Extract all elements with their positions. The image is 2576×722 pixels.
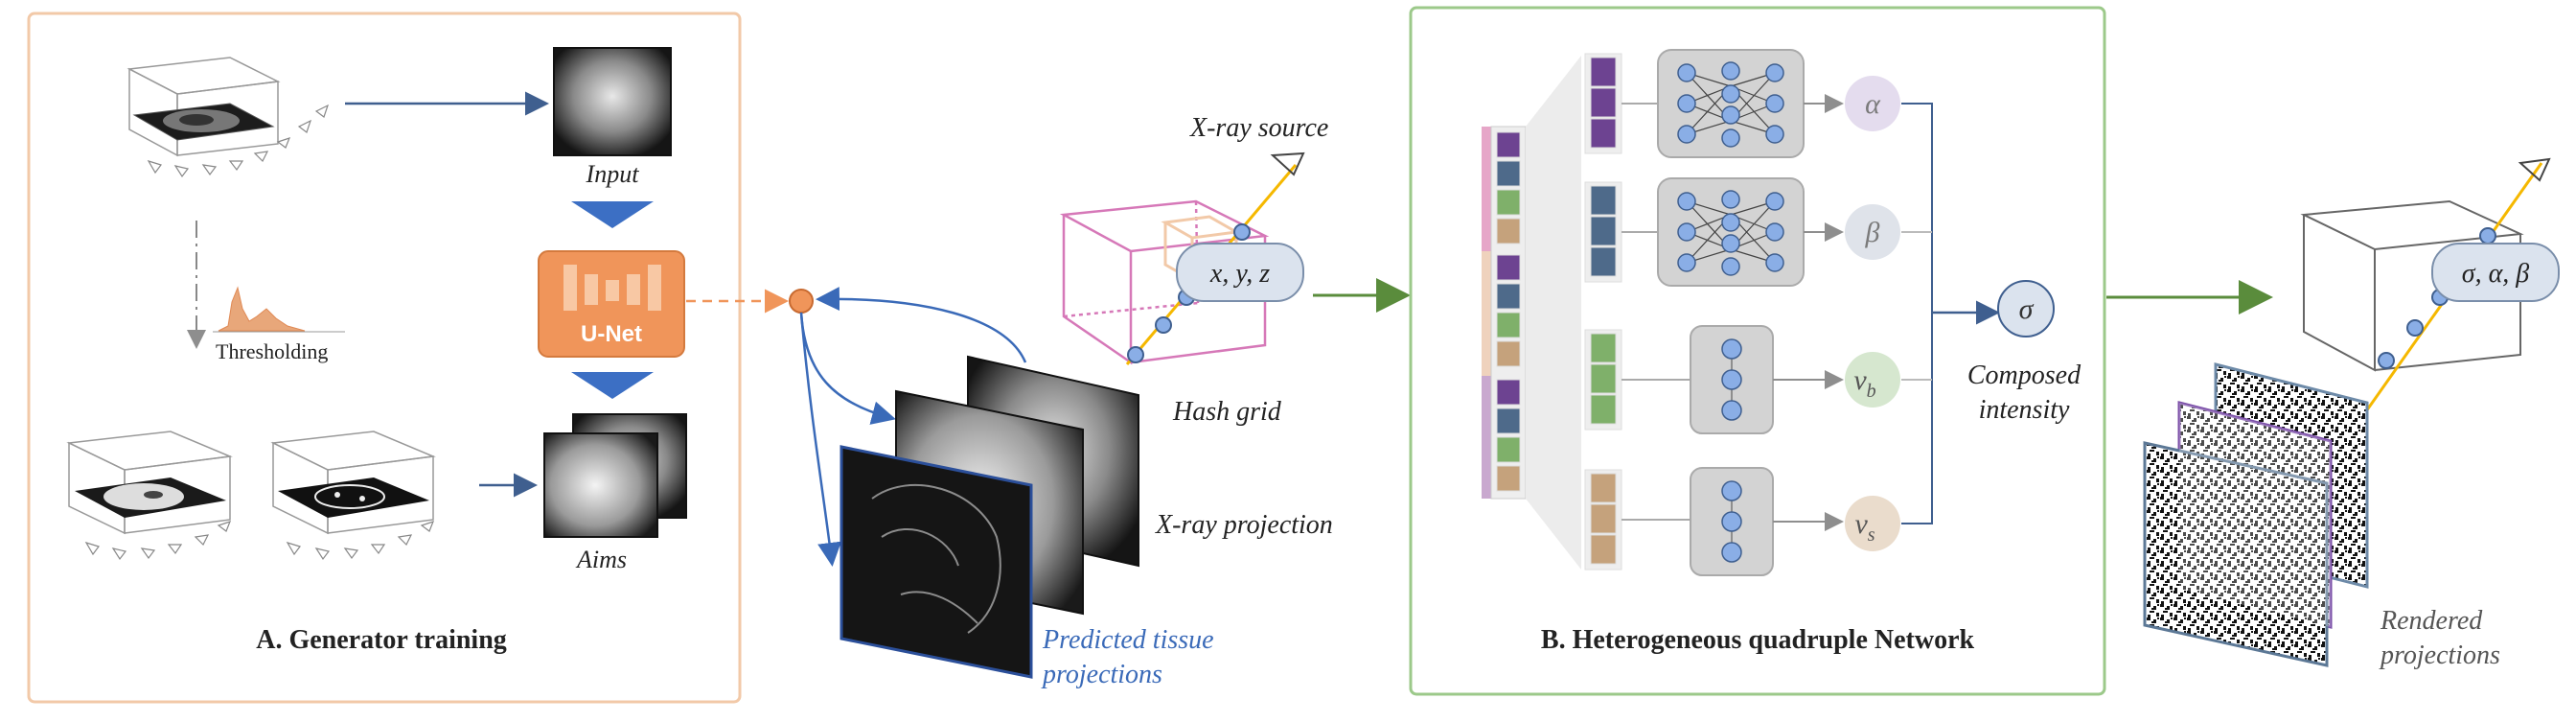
output-alpha-label: α bbox=[1865, 88, 1881, 120]
camera-arc-top bbox=[147, 104, 330, 178]
render-point-1 bbox=[2378, 352, 2395, 369]
sample-point-1 bbox=[1127, 346, 1144, 363]
input-stack-beta bbox=[1584, 181, 1622, 283]
sample-point-2 bbox=[1155, 316, 1172, 334]
input-stack-vs bbox=[1584, 469, 1622, 571]
render-point-4 bbox=[2479, 227, 2496, 245]
predicted-label-1: Predicted tissue bbox=[1042, 625, 1214, 655]
branch-arrow-1 bbox=[799, 312, 896, 425]
output-alpha bbox=[1845, 76, 1900, 131]
feature-fan bbox=[1526, 56, 1581, 570]
projection-front bbox=[840, 445, 1033, 679]
ct-volume-bottom-2 bbox=[270, 431, 436, 535]
coord-box bbox=[1176, 243, 1304, 302]
feature-column bbox=[1482, 126, 1527, 500]
input-stack-alpha bbox=[1584, 53, 1622, 154]
sigma-alpha-beta-box bbox=[2431, 243, 2560, 302]
rendered-overlay bbox=[2179, 403, 2331, 627]
panel-b-title: B. Heterogeneous quadruple Network bbox=[1541, 625, 1975, 655]
output-vb bbox=[1845, 352, 1900, 408]
mlp-vs bbox=[1690, 467, 1774, 576]
sigma-node bbox=[1997, 280, 2055, 338]
input-stack-vb bbox=[1584, 329, 1622, 431]
output-beta bbox=[1845, 204, 1900, 260]
histogram-icon bbox=[218, 286, 306, 332]
skull-sketch bbox=[871, 484, 1001, 634]
output-vs bbox=[1845, 496, 1900, 551]
unet-label: U-Net bbox=[581, 321, 642, 347]
ct-volume-top bbox=[126, 57, 281, 157]
feature-squares bbox=[1496, 131, 1521, 492]
panel-a-title: A. Generator training bbox=[256, 625, 507, 655]
input-label: Input bbox=[586, 160, 640, 188]
output-vs-label: vs bbox=[1854, 508, 1874, 546]
xray-source-label: X-ray source bbox=[1189, 113, 1328, 143]
xray-source-icon bbox=[1270, 151, 1305, 176]
sigma-alpha-beta-label: σ, α, β bbox=[2462, 259, 2530, 289]
camera-arc-bottom bbox=[84, 521, 435, 561]
render-ray bbox=[2336, 162, 2543, 452]
input-xray-image bbox=[553, 47, 672, 156]
rendered-label-2: projections bbox=[2379, 640, 2500, 670]
down-triangle-1 bbox=[571, 201, 654, 228]
hash-grid-label: Hash grid bbox=[1172, 397, 1282, 427]
render-source-icon bbox=[2518, 157, 2551, 182]
coord-label: x, y, z bbox=[1209, 259, 1270, 289]
output-vb-label: vb bbox=[1853, 364, 1875, 402]
predicted-label-2: projections bbox=[1041, 660, 1162, 689]
aims-label: Aims bbox=[575, 546, 627, 573]
composed-label-1: Composed bbox=[1967, 361, 2082, 390]
composed-label-2: intensity bbox=[1979, 395, 2070, 425]
down-triangle-2 bbox=[571, 372, 654, 399]
render-point-2 bbox=[2406, 319, 2424, 337]
aims-image-front bbox=[543, 432, 658, 538]
branch-arrow-2 bbox=[799, 312, 842, 567]
junction-node bbox=[789, 289, 814, 314]
mlp-alpha bbox=[1657, 49, 1805, 158]
unet-bars-icon bbox=[564, 265, 661, 311]
sample-point-4 bbox=[1233, 223, 1251, 241]
sigma-label: σ bbox=[2019, 293, 2035, 325]
feedback-arrow bbox=[816, 287, 1027, 363]
xray-projection-label: X-ray projection bbox=[1155, 510, 1333, 540]
rendered-label-1: Rendered bbox=[2380, 606, 2483, 636]
output-beta-label: β bbox=[1865, 217, 1880, 248]
mlp-vb bbox=[1690, 325, 1774, 434]
thresholding-label: Thresholding bbox=[216, 339, 328, 363]
rendered-projection-front bbox=[2143, 441, 2329, 667]
ct-volume-bottom-1 bbox=[66, 431, 233, 535]
mlp-beta bbox=[1657, 177, 1805, 287]
